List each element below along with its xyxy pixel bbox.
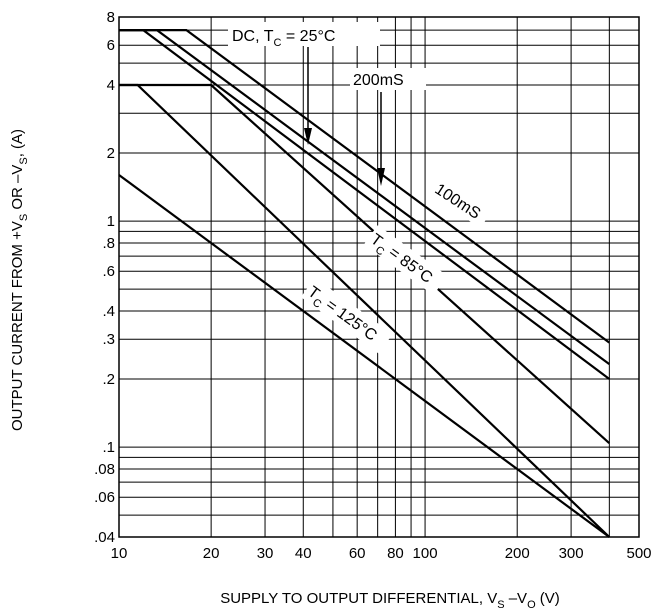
y-tick-label: 6 [107,37,115,54]
y-tick-label: 2 [107,145,115,162]
annotation-tc125-bg [300,277,393,354]
curve-3 [119,29,610,380]
x-tick-label: 40 [295,545,312,562]
x-tick-label: 30 [257,545,274,562]
annotation-dc-arrowhead [304,128,312,145]
curve-4 [119,83,611,445]
curve-5 [119,83,611,538]
x-tick-label: 80 [387,545,404,562]
x-tick-label: 10 [111,545,128,562]
tick-labels: .04 .06 .08 .1 .2 .3 .4 .6 .8 1 2 4 6 8 10 20 30 40 60 80 10… [94,9,651,562]
x-tick-label: 60 [349,545,366,562]
curve-6 [118,174,610,538]
y-tick-label: .8 [102,235,115,252]
plot-frame [118,16,640,538]
y-tick-label: .3 [102,331,115,348]
annotation-dc-25c: DC, TC = 25°C [228,22,380,145]
annotation-100ms-bg [428,175,493,229]
annotation-200ms-arrowhead [377,168,385,186]
x-tick-label: 100 [413,545,438,562]
annotation-100ms: 100mS [428,175,493,229]
annotation-200ms-bg [350,68,426,90]
y-tick-label: .1 [102,439,115,456]
x-axis-label: SUPPLY TO OUTPUT DIFFERENTIAL, VS –VO (V… [220,590,560,610]
annotation-200ms: 200mS [350,68,426,186]
annotation-200ms-label: 200mS [353,72,404,89]
y-tick-label: .6 [102,263,115,280]
x-tick-label: 500 [626,545,651,562]
y-axis-label: OUTPUT CURRENT FROM +VS OR –VS, (A) [9,129,30,431]
x-tick-label: 20 [203,545,220,562]
annotation-tc85-bg [363,225,448,296]
y-tick-label: 8 [107,9,115,26]
annotation-dc-bg [228,22,380,46]
y-tick-label: .4 [102,303,115,320]
curves [118,29,611,538]
y-tick-label: .04 [94,529,115,546]
x-tick-label: 200 [505,545,530,562]
grid [118,16,640,538]
y-tick-label: 1 [107,213,115,230]
y-tick-label: .06 [94,489,115,506]
y-tick-label: .2 [102,371,115,388]
x-tick-label: 300 [559,545,584,562]
annotation-dc-label: DC, TC = 25°C [232,28,335,49]
y-tick-label: 4 [107,77,115,94]
y-tick-label: .08 [94,461,115,478]
